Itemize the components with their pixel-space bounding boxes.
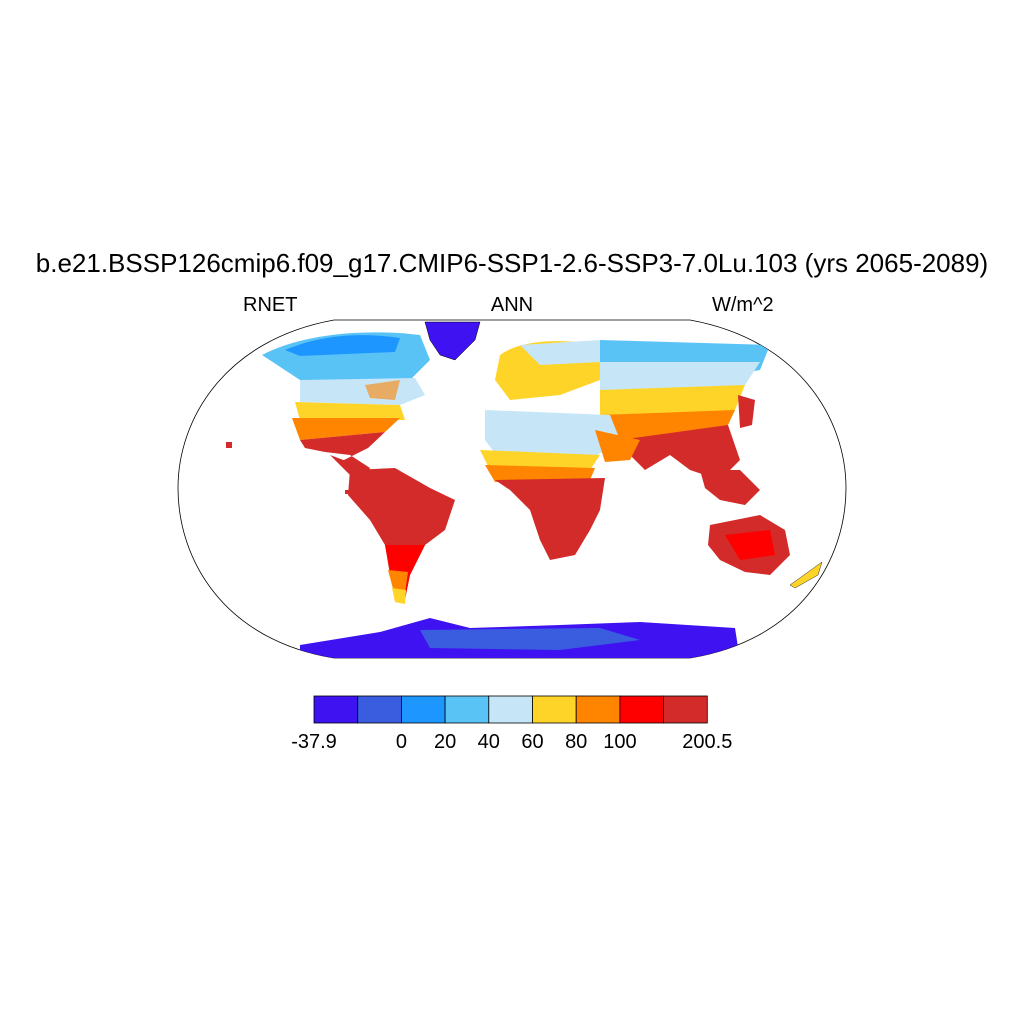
colorbar-box: [532, 695, 577, 724]
africa: [480, 410, 620, 560]
variable-label: RNET: [243, 294, 298, 316]
colorbar-box: [575, 695, 621, 724]
colorbar-tick-label: 40: [477, 731, 500, 753]
colorbar-box: [663, 695, 708, 724]
colorbar-tick-label: -37.9: [291, 731, 337, 753]
southeast-asia: [700, 470, 760, 505]
colorbar-box: [313, 695, 359, 724]
colorbar-tick-label: 200.5: [682, 731, 733, 753]
north-america: [262, 332, 430, 485]
colorbar-box: [619, 695, 665, 724]
plot-title: b.e21.BSSP126cmip6.f09_g17.CMIP6-SSP1-2.…: [35, 248, 989, 278]
colorbar-tick-label: 80: [565, 731, 588, 753]
south-america: [348, 468, 455, 604]
arabia: [595, 430, 640, 462]
asia: [600, 340, 770, 480]
australia: [708, 515, 790, 575]
colorbar-box: [357, 695, 402, 724]
land-fill: [226, 321, 823, 658]
colorbar-box: [444, 695, 490, 724]
season-label: ANN: [490, 294, 534, 316]
colorbar-tick-label: 60: [521, 731, 544, 753]
europe: [495, 340, 600, 400]
greenland: [424, 321, 481, 361]
colorbar-tick-label: 20: [433, 731, 457, 753]
units-label: W/m^2: [712, 294, 774, 316]
colorbar-tick-label: 100: [603, 731, 637, 753]
colorbar-box: [400, 695, 446, 724]
colorbar-tick-label: 0: [395, 731, 407, 753]
new-zealand: [789, 561, 823, 589]
colorbar-box: [488, 695, 533, 724]
